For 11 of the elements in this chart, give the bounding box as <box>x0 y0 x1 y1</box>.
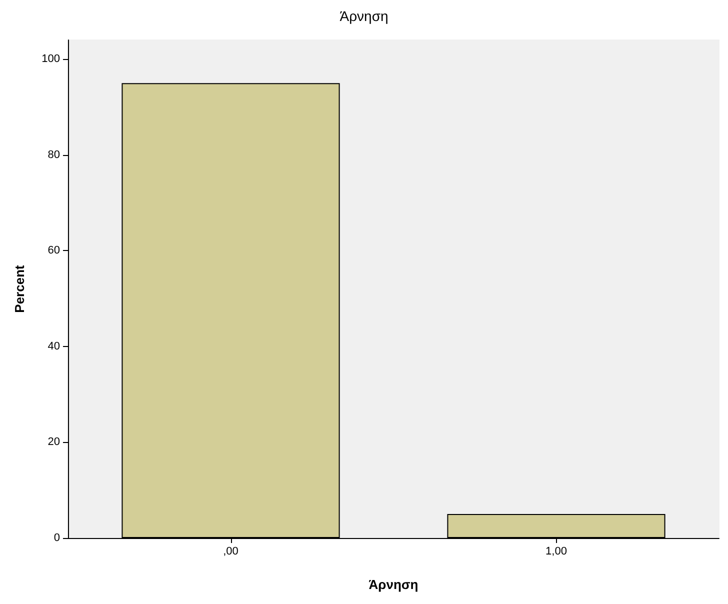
y-axis-title: Percent <box>12 264 27 313</box>
y-tick-label: 0 <box>54 532 60 544</box>
x-tick-label: 1,00 <box>546 546 567 558</box>
y-tick-label: 20 <box>48 436 60 448</box>
y-tick-label: 40 <box>48 340 60 352</box>
y-tick-label: 100 <box>42 53 60 66</box>
x-tick-label: ,00 <box>223 546 238 558</box>
y-tick-label: 60 <box>48 244 60 257</box>
x-axis-title: Άρνηση <box>368 577 418 592</box>
chart-title: Άρνηση <box>340 8 388 24</box>
y-tick-label: 80 <box>48 148 60 161</box>
